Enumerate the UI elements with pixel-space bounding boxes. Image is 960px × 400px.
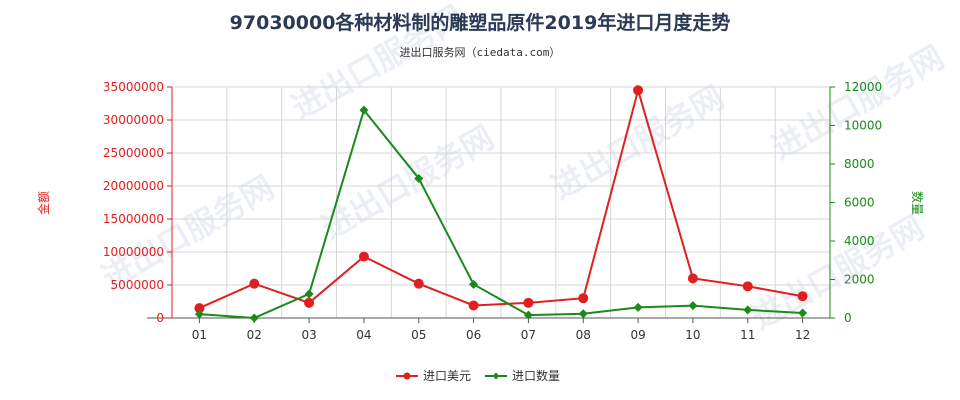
- data-point: [304, 297, 315, 308]
- legend-label: 进口数量: [512, 368, 560, 383]
- x-tick-label: 07: [521, 328, 536, 342]
- data-point: [578, 293, 589, 304]
- watermark-text: 进出口服务网: [765, 38, 950, 167]
- y-right-tick-label: 10000: [844, 119, 882, 133]
- data-point: [523, 310, 533, 320]
- y-axis-left: 0 5000000 10000000 15000000 20000000 25000000…: [103, 80, 172, 325]
- data-point: [413, 278, 424, 289]
- x-tick-label: 06: [466, 328, 481, 342]
- y-right-tick-label: 0: [844, 311, 852, 325]
- y-left-tick-label: 25000000: [103, 146, 164, 160]
- legend-marker: [403, 372, 411, 380]
- data-point: [304, 289, 314, 299]
- y-axis-right: 0 2000 4000 6000 8000 10000 12000: [830, 80, 882, 325]
- data-point: [468, 300, 479, 311]
- data-point: [578, 309, 588, 319]
- x-tick-label: 09: [630, 328, 645, 342]
- y-left-tick-label: 30000000: [103, 113, 164, 127]
- y-left-tick-label: 5000000: [111, 278, 164, 292]
- y-axis-left-title: 金额: [36, 191, 51, 215]
- x-tick-label: 04: [356, 328, 371, 342]
- data-point: [194, 303, 205, 314]
- data-point: [358, 251, 369, 262]
- data-point: [194, 309, 204, 319]
- series-line: [199, 107, 803, 320]
- x-tick-label: 01: [192, 328, 207, 342]
- legend: 进口美元 进口数量: [396, 368, 560, 383]
- series-layer: [194, 85, 808, 323]
- x-tick-label: 08: [576, 328, 591, 342]
- data-point: [249, 278, 260, 289]
- y-right-tick-label: 4000: [844, 234, 875, 248]
- chart-title: 97030000各种材料制的雕塑品原件2019年进口月度走势: [230, 11, 731, 34]
- data-point: [797, 291, 808, 302]
- x-tick-label: 12: [795, 328, 810, 342]
- y-axis-right-title: 数量: [910, 191, 925, 215]
- data-point: [469, 279, 479, 289]
- series-1: [194, 85, 808, 314]
- y-right-tick-label: 2000: [844, 273, 875, 287]
- x-tick-label: 10: [685, 328, 700, 342]
- y-left-tick-label: 15000000: [103, 212, 164, 226]
- legend-item: 进口数量: [485, 368, 560, 383]
- x-tick-label: 02: [247, 328, 262, 342]
- data-point: [688, 301, 698, 311]
- data-point: [798, 308, 808, 318]
- x-axis: 01 02 03 04 05 06 07 08 09 10 11 12: [192, 318, 810, 342]
- data-point: [743, 305, 753, 315]
- legend-label: 进口美元: [423, 369, 471, 383]
- y-left-tick-label: 0: [156, 311, 164, 325]
- x-tick-label: 03: [301, 328, 316, 342]
- data-point: [633, 85, 644, 96]
- data-point: [249, 313, 259, 323]
- y-left-tick-label: 20000000: [103, 179, 164, 193]
- y-right-tick-label: 12000: [844, 80, 882, 94]
- y-left-tick-label: 10000000: [103, 245, 164, 259]
- data-point: [633, 302, 643, 312]
- x-tick-label: 11: [740, 328, 755, 342]
- data-point: [687, 273, 698, 284]
- data-point: [414, 173, 424, 183]
- legend-item: 进口美元: [396, 369, 471, 383]
- data-point: [742, 281, 753, 292]
- y-left-tick-label: 35000000: [103, 80, 164, 94]
- data-point: [523, 297, 534, 308]
- series-line: [199, 86, 803, 310]
- legend-marker: [492, 372, 500, 380]
- data-point: [359, 105, 369, 115]
- series-2: [194, 105, 808, 323]
- x-tick-label: 05: [411, 328, 426, 342]
- watermark-text: 进出口服务网: [545, 78, 730, 207]
- chart-subtitle: 进出口服务网（ciedata.com）: [400, 45, 561, 59]
- y-right-tick-label: 6000: [844, 196, 875, 210]
- y-right-tick-label: 8000: [844, 157, 875, 171]
